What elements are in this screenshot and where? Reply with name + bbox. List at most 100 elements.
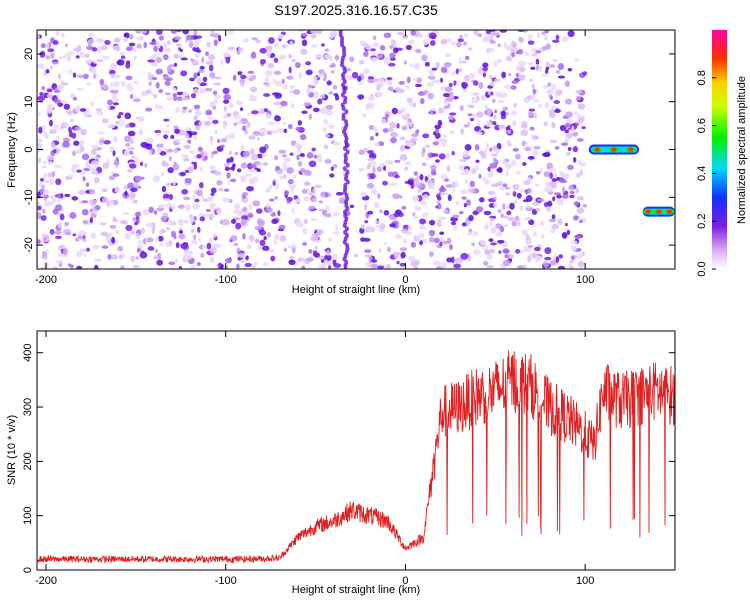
- spectral-dot: [240, 144, 245, 151]
- spectral-dot: [182, 157, 190, 162]
- spectral-dot: [409, 63, 414, 68]
- spectral-dot: [490, 242, 497, 246]
- spectral-dot: [466, 199, 471, 206]
- y-tick-label: 400: [22, 344, 34, 362]
- spectral-dot: [478, 82, 484, 90]
- spectral-dot: [51, 170, 56, 178]
- spectral-dot: [504, 224, 509, 228]
- spectral-dot: [504, 84, 511, 90]
- spectral-dot: [573, 234, 581, 240]
- spectral-dot: [417, 187, 422, 194]
- spectral-dot: [71, 166, 77, 174]
- spectral-dot: [483, 210, 492, 216]
- spectral-dot: [529, 78, 533, 83]
- spectral-dot: [237, 71, 243, 76]
- x-tick-label: -100: [215, 274, 237, 286]
- spectral-dot: [275, 165, 281, 171]
- spectral-dot: [411, 133, 419, 137]
- spectral-dot: [460, 128, 465, 135]
- spectral-dot: [191, 131, 198, 136]
- spectral-dot: [511, 221, 518, 227]
- spectral-dot: [236, 51, 241, 55]
- spectral-dot: [156, 41, 161, 49]
- spectral-dot: [255, 39, 262, 44]
- spectral-dot: [303, 196, 310, 202]
- spectral-dot: [196, 153, 202, 159]
- spectral-dot: [577, 260, 585, 268]
- spectral-dot: [168, 193, 174, 201]
- spectral-dot: [544, 101, 550, 109]
- spectral-dot: [342, 65, 347, 71]
- spectral-dot: [135, 30, 142, 34]
- spectral-dot: [205, 208, 211, 213]
- spectral-dot: [438, 187, 447, 193]
- spectral-dot: [49, 119, 53, 127]
- spectral-dot: [555, 70, 561, 74]
- spectral-dot: [332, 84, 338, 90]
- spectral-dot: [101, 197, 109, 204]
- spectral-dot: [288, 54, 293, 59]
- spectral-dot: [71, 132, 77, 139]
- spectral-dot: [308, 205, 316, 210]
- spectral-dot: [565, 132, 573, 139]
- spectral-dot: [410, 137, 418, 142]
- spectral-dot: [271, 218, 279, 224]
- spectral-dot: [376, 55, 380, 60]
- spectral-dot: [203, 120, 212, 127]
- spectral-dot: [548, 112, 556, 118]
- spectral-dot: [213, 76, 222, 80]
- spectral-dot: [99, 78, 105, 86]
- spectral-dot: [559, 170, 565, 177]
- spectral-dot: [172, 163, 180, 171]
- spectral-dot: [431, 168, 437, 175]
- spectral-dot: [363, 51, 369, 58]
- spectral-dot: [235, 100, 244, 106]
- spectral-dot: [209, 33, 213, 37]
- spectral-dot: [342, 166, 347, 172]
- spectral-dot: [382, 180, 388, 186]
- spectral-dot: [507, 217, 516, 222]
- spectral-dot: [262, 262, 269, 267]
- spectral-dot: [282, 44, 286, 49]
- spectral-dot: [544, 247, 552, 255]
- spectral-dot: [428, 251, 434, 258]
- spectral-dot: [101, 55, 110, 60]
- spectral-dot: [526, 233, 530, 241]
- spectral-dot: [335, 191, 344, 196]
- spectral-dot: [119, 51, 126, 56]
- spectral-dot: [435, 205, 439, 209]
- spectral-dot: [485, 222, 489, 229]
- spectral-dot: [112, 102, 119, 106]
- spectral-dot: [368, 152, 377, 160]
- spectral-dot: [469, 180, 476, 188]
- spectral-dot: [193, 104, 201, 110]
- spectral-dot: [506, 139, 512, 145]
- spectral-dot: [286, 196, 293, 202]
- spectral-dot: [323, 144, 329, 150]
- spectral-dot: [482, 36, 490, 43]
- spectral-dot: [445, 97, 454, 103]
- spectral-dot: [133, 80, 139, 85]
- spectral-dot: [235, 222, 242, 230]
- spectral-dot: [490, 81, 495, 87]
- spectral-dot: [545, 180, 551, 187]
- spectral-dot: [99, 222, 107, 226]
- spectral-dot: [55, 260, 64, 264]
- spectral-dot: [109, 69, 116, 75]
- spectral-dot: [214, 95, 222, 99]
- spectral-dot: [267, 248, 275, 253]
- spectral-dot: [52, 266, 58, 269]
- spectral-dot: [145, 107, 153, 112]
- spectral-dot: [509, 202, 515, 210]
- spectral-dot: [149, 41, 157, 46]
- spectral-dot: [395, 87, 402, 93]
- spectral-dot: [130, 187, 138, 193]
- spectral-dot: [67, 51, 75, 56]
- spectral-dot: [204, 87, 213, 92]
- spectral-dot: [480, 94, 487, 101]
- spectral-dot: [288, 259, 296, 265]
- spectral-dot: [81, 209, 89, 216]
- spectral-dot: [448, 130, 456, 135]
- snr-frame: [36, 330, 676, 571]
- spectral-dot: [345, 169, 350, 175]
